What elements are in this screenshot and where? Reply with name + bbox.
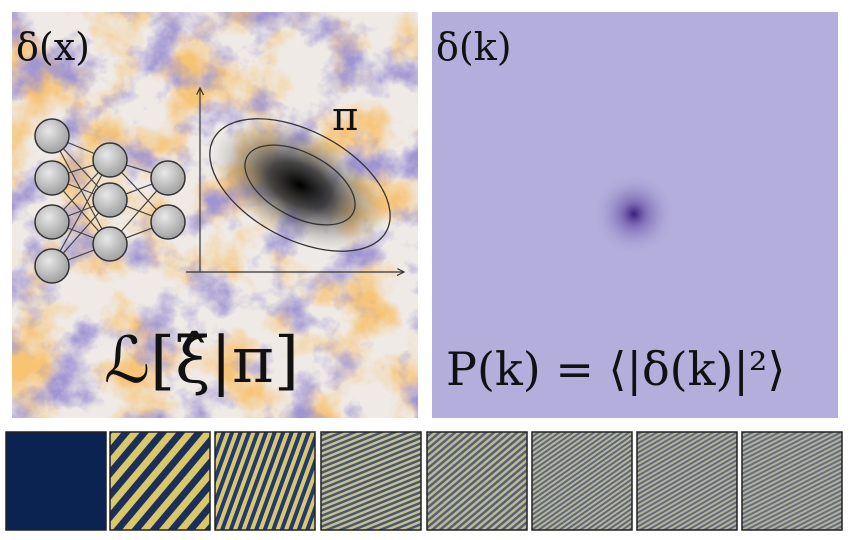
mode-tile [741, 431, 843, 531]
mode-tile [214, 431, 316, 531]
contour-inner [244, 144, 356, 226]
contour-outer [209, 118, 391, 252]
mode-tile [320, 431, 422, 531]
mode-tile [5, 431, 107, 531]
left-panel: δ(x) π ℒ[ξ̂|π] [12, 12, 418, 418]
network-nodes [34, 118, 186, 284]
posterior-density [212, 119, 388, 251]
prior-label: π [332, 94, 358, 140]
power-spectrum-formula: P(k) = ⟨|δ(k)|²⟩ [446, 342, 785, 396]
loss-label: ℒ[ξ̂|π] [104, 324, 299, 398]
network-edges [51, 135, 169, 267]
fourier-center [594, 174, 674, 254]
mode-tile [531, 431, 633, 531]
mode-tile [426, 431, 528, 531]
mode-tile [109, 431, 211, 531]
mode-strip [5, 431, 843, 531]
fourier-label: δ(k) [436, 25, 512, 69]
mode-tile [636, 431, 738, 531]
field-label: δ(x) [16, 25, 90, 69]
right-panel: δ(k) P(k) = ⟨|δ(k)|²⟩ [432, 12, 838, 418]
